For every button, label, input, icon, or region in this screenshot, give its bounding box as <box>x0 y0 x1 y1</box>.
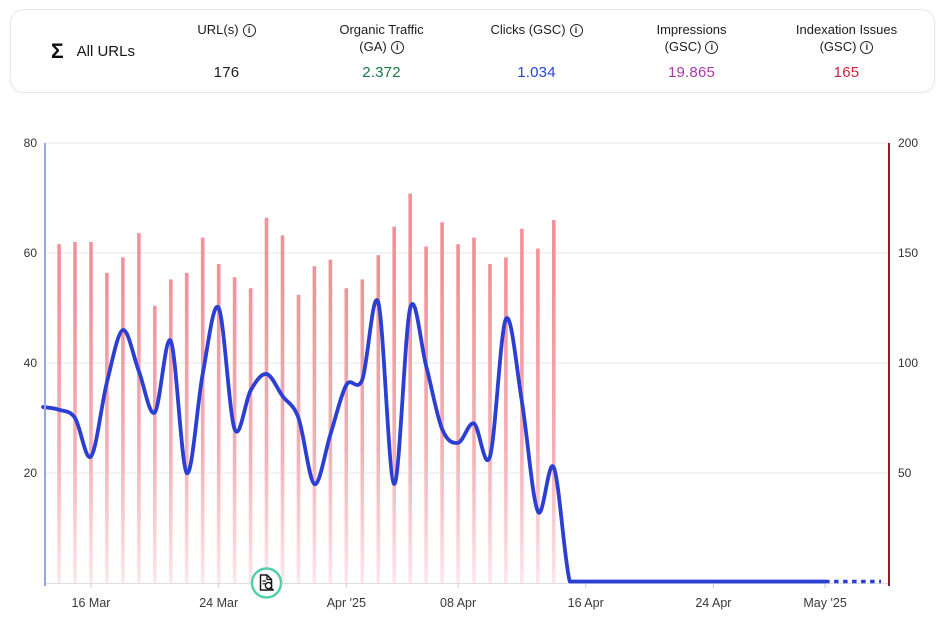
x-tick-label: 24 Mar <box>199 596 238 610</box>
metric-indexation-issues-label: Indexation Issues (GSC) i <box>795 22 898 54</box>
right-axis-label: 100 <box>898 356 918 370</box>
metric-impressions-label: Impressions (GSC) i <box>656 22 727 54</box>
x-tick-label: Apr '25 <box>327 596 366 610</box>
metric-indexation-issues: Indexation Issues (GSC) i 165 <box>769 10 924 92</box>
page-search-icon <box>259 574 274 591</box>
info-icon[interactable]: i <box>390 40 404 54</box>
info-icon[interactable]: i <box>705 40 719 54</box>
metric-clicks-value: 1.034 <box>517 64 556 81</box>
indexation-issues-bar[interactable] <box>264 217 269 584</box>
indexation-issues-bar[interactable] <box>440 222 444 583</box>
indexation-issues-bar[interactable] <box>216 264 221 583</box>
metric-urls: URL(s) i 176 <box>149 10 304 92</box>
clicks-line[interactable] <box>41 298 827 584</box>
left-axis-label: 20 <box>24 466 38 480</box>
indexation-issues-bar[interactable] <box>408 193 412 583</box>
indexation-issues-bar[interactable] <box>280 235 285 583</box>
indexation-issues-bar[interactable] <box>328 259 333 583</box>
indexation-issues-bar[interactable] <box>105 272 109 583</box>
left-axis-label: 60 <box>24 246 38 260</box>
x-tick-label: 16 Apr <box>568 596 604 610</box>
x-tick-label: 16 Mar <box>72 596 111 610</box>
right-axis-label: 150 <box>898 246 918 260</box>
indexation-issues-bar[interactable] <box>121 257 125 583</box>
indexation-issues-bar[interactable] <box>153 305 157 583</box>
x-tick-label: May '25 <box>803 596 846 610</box>
right-axis-label: 200 <box>898 136 918 150</box>
indexation-issues-bar[interactable] <box>248 288 253 583</box>
right-axis-label: 50 <box>898 466 912 480</box>
metric-organic-traffic-value: 2.372 <box>362 64 401 81</box>
indexation-issues-bar[interactable] <box>488 264 492 583</box>
metric-urls-value: 176 <box>213 64 240 81</box>
left-axis-label: 40 <box>24 356 38 370</box>
indexation-issues-bar[interactable] <box>376 255 381 583</box>
info-icon[interactable]: i <box>569 24 583 37</box>
all-urls-label: All URLs <box>76 42 135 60</box>
indexation-issues-bar[interactable] <box>200 237 205 583</box>
indexation-issues-bar[interactable] <box>472 237 476 583</box>
indexation-issues-bar[interactable] <box>424 246 428 583</box>
x-tick-label: 08 Apr <box>440 596 476 610</box>
metric-impressions-value: 19.865 <box>667 64 716 81</box>
indexation-issues-bar[interactable] <box>73 242 77 583</box>
all-urls-row[interactable]: Σ All URLs <box>11 10 149 92</box>
metric-urls-label: URL(s) i <box>197 22 256 39</box>
sigma-icon: Σ <box>51 39 64 63</box>
metric-clicks: Clicks (GSC) i 1.034 <box>459 10 614 92</box>
indexation-issues-bar[interactable] <box>552 220 556 583</box>
metric-impressions: Impressions (GSC) i 19.865 <box>614 10 769 92</box>
page-search-marker[interactable] <box>250 567 283 599</box>
x-tick-label: 24 Apr <box>695 596 731 610</box>
traffic-chart[interactable]: 16 Mar 24 Mar Apr '25 08 Apr 16 Apr 24 Apr May… <box>0 110 947 621</box>
indexation-issues-bar[interactable] <box>344 288 349 583</box>
chart-area: 16 Mar 24 Mar Apr '25 08 Apr 16 Apr 24 Apr May… <box>0 110 947 621</box>
indexation-issues-bar[interactable] <box>392 226 396 583</box>
indexation-issues-bar[interactable] <box>184 272 189 583</box>
indexation-issues-bar[interactable] <box>504 257 508 583</box>
indexation-issues-bar[interactable] <box>89 242 93 583</box>
summary-card: Σ All URLs URL(s) i 176 Organic Traffic (… <box>10 9 935 93</box>
indexation-issues-bar[interactable] <box>536 248 540 583</box>
indexation-issues-bar[interactable] <box>456 244 460 583</box>
indexation-issues-bar[interactable] <box>296 294 301 583</box>
info-icon[interactable]: i <box>860 40 874 54</box>
metric-clicks-label: Clicks (GSC) i <box>490 22 583 39</box>
metric-organic-traffic: Organic Traffic (GA) i 2.372 <box>304 10 459 92</box>
indexation-issues-bar[interactable] <box>137 233 141 583</box>
metric-indexation-issues-value: 165 <box>833 64 860 81</box>
indexation-issues-bar[interactable] <box>360 279 365 583</box>
left-axis-label: 80 <box>24 136 38 150</box>
indexation-issues-bar[interactable] <box>57 244 61 583</box>
indexation-issues-bar[interactable] <box>169 279 173 583</box>
metric-organic-traffic-label: Organic Traffic (GA) i <box>339 22 424 54</box>
indexation-issues-bar[interactable] <box>312 266 317 583</box>
info-icon[interactable]: i <box>242 24 256 37</box>
